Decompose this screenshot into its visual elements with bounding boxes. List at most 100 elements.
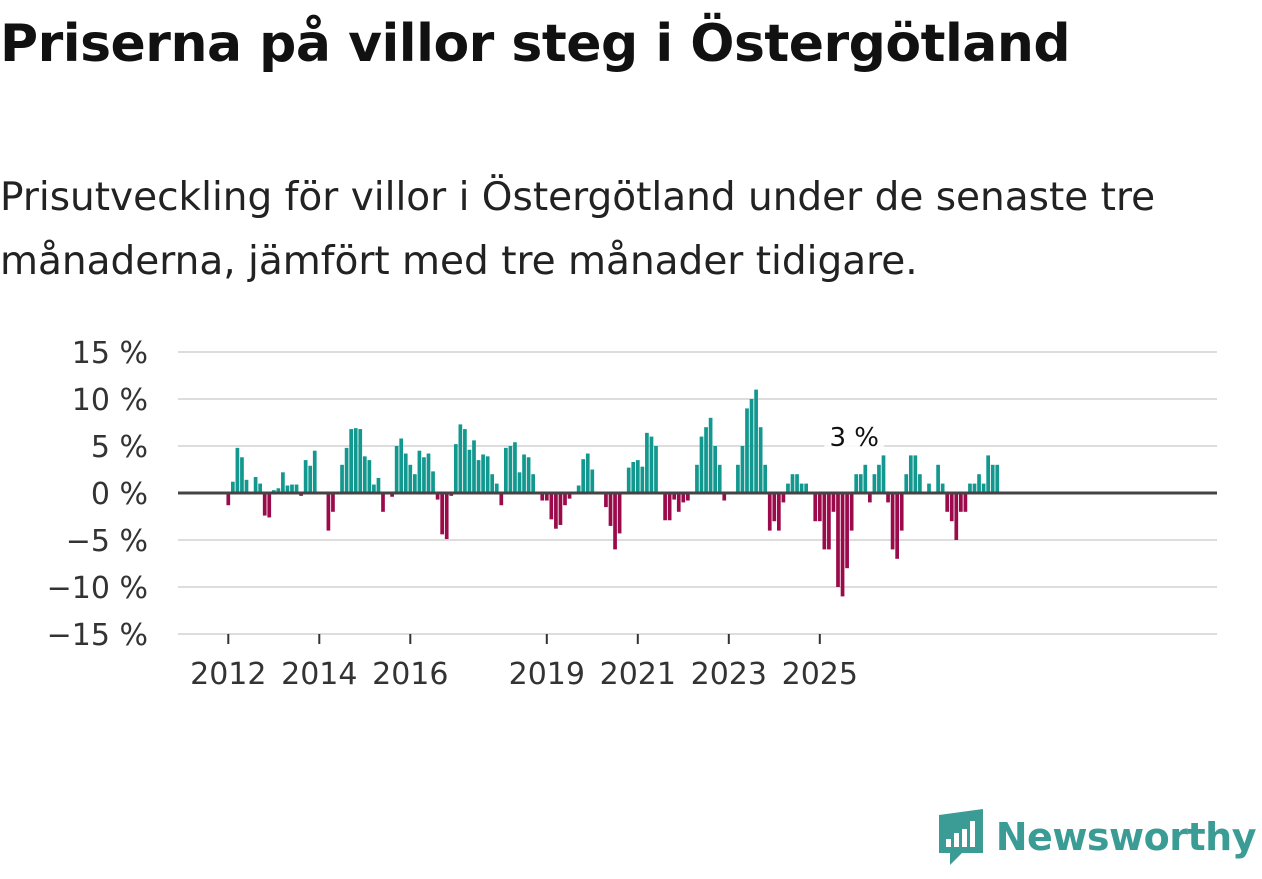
bar xyxy=(863,464,868,493)
annotation-background xyxy=(824,422,885,455)
bar xyxy=(472,440,476,493)
bar xyxy=(854,474,859,493)
bar xyxy=(358,429,363,493)
bar xyxy=(431,471,435,493)
bar xyxy=(626,467,631,493)
bar xyxy=(945,493,950,512)
bar xyxy=(494,483,499,493)
bar xyxy=(417,450,422,493)
bar xyxy=(349,429,353,493)
bar xyxy=(745,408,749,493)
bar xyxy=(895,493,899,559)
bar xyxy=(463,429,467,493)
bar xyxy=(681,493,686,503)
x-tick-label: 2021 xyxy=(600,657,676,692)
newsworthy-logo-icon xyxy=(938,809,983,865)
bar xyxy=(713,446,717,493)
chart-title: Priserna på villor steg i Östergötland xyxy=(0,14,1071,74)
bar xyxy=(959,493,963,512)
y-tick-label: −10 % xyxy=(47,571,148,606)
x-tick-label: 2025 xyxy=(782,657,858,692)
newsworthy-logo: Newsworthy xyxy=(936,807,1257,867)
bar xyxy=(836,493,840,587)
bar xyxy=(904,474,909,493)
bar xyxy=(226,493,231,506)
bar xyxy=(413,474,417,493)
bar xyxy=(381,493,385,512)
bar xyxy=(990,464,995,493)
bar xyxy=(963,493,968,512)
bar xyxy=(453,444,458,493)
bar xyxy=(881,455,886,493)
bar xyxy=(635,460,640,493)
x-tick-label: 2023 xyxy=(691,657,767,692)
bar xyxy=(558,493,563,525)
annotation-label: 3 % xyxy=(829,423,879,453)
bar xyxy=(817,493,822,522)
bar xyxy=(303,460,308,493)
bar xyxy=(767,493,772,531)
bar xyxy=(695,464,699,493)
bar xyxy=(440,493,444,535)
bar xyxy=(444,493,449,540)
y-tick-label: −5 % xyxy=(66,524,148,559)
bar xyxy=(340,464,344,493)
chart-subtitle: Prisutveckling för villor i Östergötland… xyxy=(0,175,1156,284)
bar xyxy=(936,464,940,493)
bar xyxy=(799,483,804,493)
bar xyxy=(540,493,545,501)
bar xyxy=(362,456,367,493)
bar xyxy=(590,469,595,493)
x-tick-label: 2014 xyxy=(281,657,357,692)
bar xyxy=(777,493,781,531)
bar xyxy=(840,493,845,597)
bar xyxy=(331,493,335,512)
bar xyxy=(913,455,918,493)
bar xyxy=(522,454,526,493)
bar xyxy=(790,474,795,493)
bar xyxy=(467,449,472,493)
bar xyxy=(353,428,358,493)
bar xyxy=(631,461,636,493)
bar xyxy=(526,457,531,493)
bar xyxy=(890,493,895,550)
bar xyxy=(262,493,267,516)
bar xyxy=(490,474,495,493)
bar xyxy=(708,417,713,493)
bar xyxy=(458,424,463,493)
bars xyxy=(226,389,1000,597)
y-tick-label: 15 % xyxy=(72,336,148,371)
bar xyxy=(781,493,786,503)
bar xyxy=(949,493,954,522)
bar xyxy=(517,472,522,493)
bar xyxy=(918,474,922,493)
bar xyxy=(763,464,768,493)
bar xyxy=(390,493,394,497)
bar xyxy=(312,450,317,493)
bar xyxy=(285,485,290,493)
bar xyxy=(813,493,818,522)
bar xyxy=(604,493,608,508)
y-tick-label: −15 % xyxy=(47,618,148,653)
bar xyxy=(367,460,372,493)
bar xyxy=(372,484,376,493)
bar xyxy=(717,464,722,493)
bar xyxy=(749,399,754,493)
bar xyxy=(736,464,740,493)
bar xyxy=(485,456,490,493)
bar xyxy=(244,479,249,493)
bar xyxy=(858,474,863,493)
bar xyxy=(403,453,408,493)
bar xyxy=(954,493,959,540)
bar xyxy=(294,484,299,493)
bar xyxy=(422,457,426,493)
bar xyxy=(276,488,281,493)
bar xyxy=(831,493,836,512)
bar xyxy=(613,493,617,550)
bar xyxy=(240,457,244,493)
bar xyxy=(504,447,508,493)
bar xyxy=(877,464,881,493)
bar xyxy=(290,484,294,493)
bar xyxy=(344,447,349,493)
bar xyxy=(513,442,517,493)
